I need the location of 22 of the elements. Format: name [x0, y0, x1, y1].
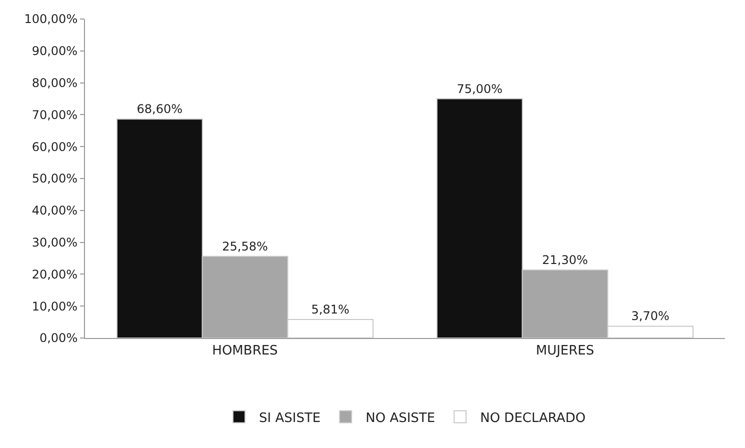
- y-tick-label: 50,00%: [32, 172, 78, 186]
- data-label: 3,70%: [631, 309, 670, 324]
- legend-label: NO ASISTE: [366, 410, 436, 426]
- y-tick-label: 0,00%: [39, 331, 78, 346]
- x-tick-label: HOMBRES: [212, 344, 278, 359]
- y-tick-label: 30,00%: [32, 236, 78, 250]
- y-tick-label: 20,00%: [32, 267, 78, 282]
- y-tick-label: 70,00%: [32, 108, 78, 122]
- data-label: 5,81%: [311, 302, 350, 316]
- y-tick-label: 60,00%: [32, 140, 78, 154]
- data-label: 75,00%: [456, 82, 503, 96]
- y-tick-label: 90,00%: [32, 44, 78, 58]
- y-tick-label: 80,00%: [32, 76, 78, 90]
- data-label: 68,60%: [136, 102, 183, 116]
- x-tick-label: MUJERES: [536, 344, 594, 359]
- data-label: 21,30%: [542, 253, 588, 268]
- y-tick-label: 40,00%: [32, 204, 78, 218]
- legend-label: SI ASISTE: [259, 410, 321, 426]
- y-tick-label: 10,00%: [32, 299, 78, 314]
- legend-label: NO DECLARADO: [480, 410, 586, 426]
- data-label: 25,58%: [222, 239, 268, 254]
- y-tick-label: 100,00%: [24, 12, 78, 26]
